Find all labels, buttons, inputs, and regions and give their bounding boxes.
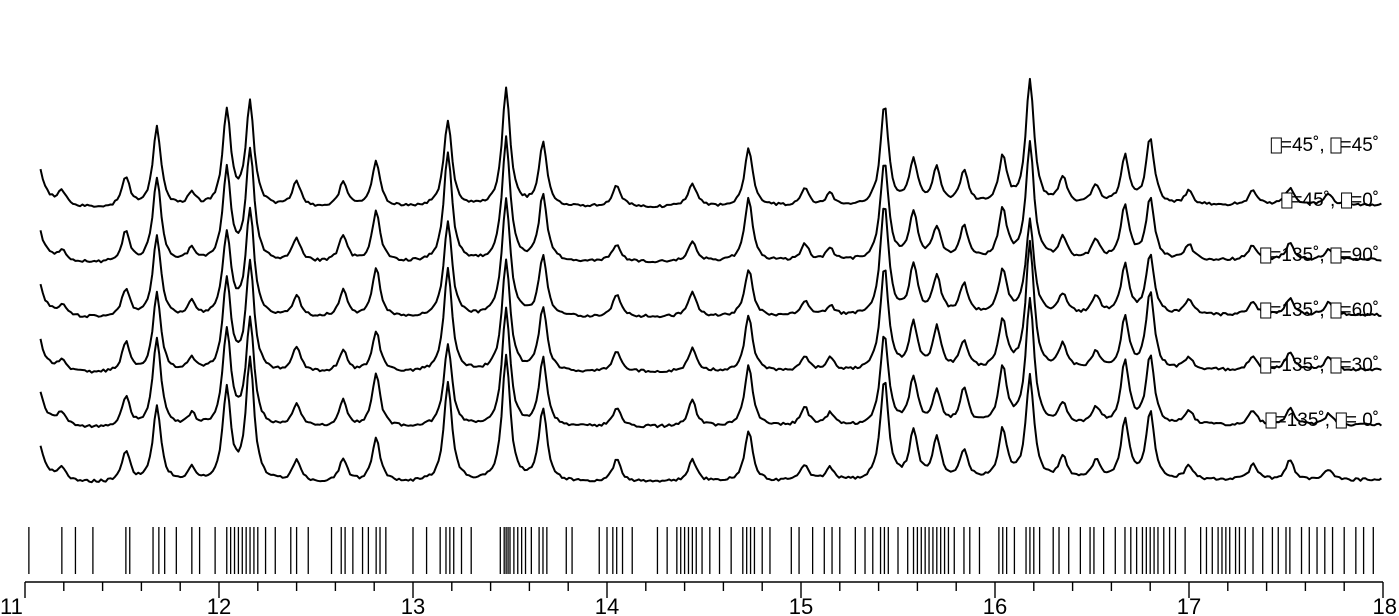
x-tick-label: 16 [983,594,1007,616]
symbol-glyph [1260,302,1272,319]
x-axis-ticks: 11 12 13 14 15 16 17 18 [0,582,1397,616]
x-tick-label: 13 [401,594,425,616]
series-label-text: =135˚, = 0˚ [1265,410,1379,431]
series-label: =45˚, =0˚ [1281,190,1379,211]
symbol-glyph [1281,192,1293,209]
symbol-glyph [1341,192,1353,209]
series-label-text: =45˚, =0˚ [1281,190,1379,211]
series-label: =135˚, = 0˚ [1265,410,1379,431]
symbol-glyph [1260,247,1272,264]
series-label: =135˚, =60˚ [1260,300,1379,321]
series-labels: =45˚, =45˚ =45˚, =0˚ =135˚, =90˚ =135˚, … [1260,135,1379,431]
reflection-markers [28,527,1374,574]
symbol-glyph [1260,357,1272,374]
pattern-trace [39,239,1382,374]
pattern-trace [39,135,1382,264]
series-label: =135˚, =90˚ [1260,245,1379,266]
x-tick-label: 12 [207,594,231,616]
series-label: =135˚, =30˚ [1260,355,1379,376]
x-tick-label: 11 [0,594,23,616]
series-label-text: =135˚, =60˚ [1260,300,1379,321]
x-tick-label: 14 [595,594,619,616]
symbol-glyph [1265,412,1277,429]
x-tick-label: 15 [789,594,813,616]
symbol-glyph [1335,412,1347,429]
symbol-glyph [1330,357,1342,374]
pattern-trace [39,296,1383,429]
series-label: =45˚, =45˚ [1270,135,1379,156]
symbol-glyph [1330,137,1342,154]
series-label-text: =45˚, =45˚ [1270,135,1379,156]
x-tick-label: 17 [1177,594,1201,616]
pattern-traces [39,77,1383,484]
series-label-text: =135˚, =90˚ [1260,245,1379,266]
symbol-glyph [1330,247,1342,264]
pattern-trace [39,197,1382,319]
series-label-text: =135˚, =30˚ [1260,355,1379,376]
pattern-trace [39,353,1382,484]
x-tick-label: 18 [1373,594,1397,616]
symbol-glyph [1270,137,1282,154]
symbol-glyph [1330,302,1342,319]
pattern-trace [39,77,1382,209]
